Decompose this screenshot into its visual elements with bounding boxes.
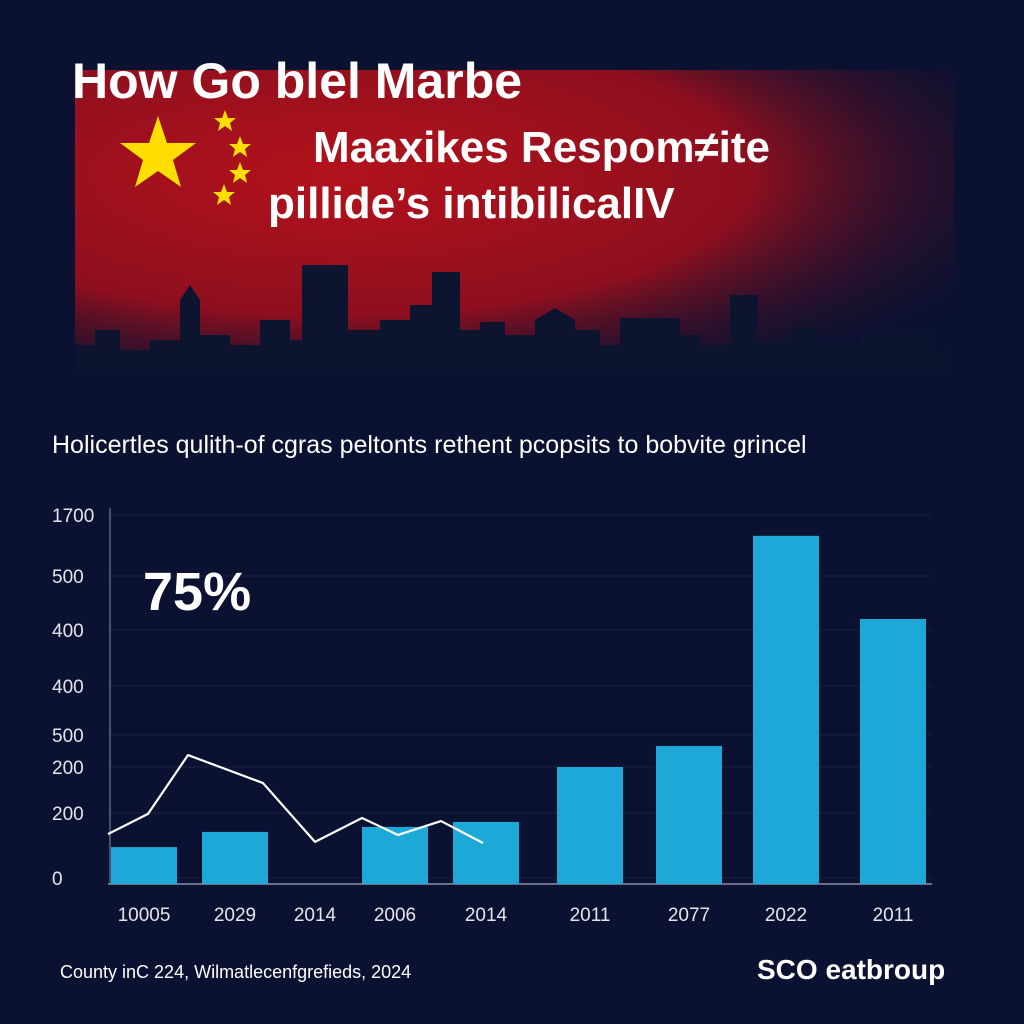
bar [453,821,519,884]
x-tick-label: 2011 [873,905,914,926]
title-line: Maaxikes Respom≠ite [313,123,770,172]
bar [557,767,623,884]
bar [111,847,177,884]
y-axis-label: 500 [52,567,84,588]
y-axis-label: 1700 [52,506,94,527]
subtitle: Holicertles qulith-of cgras peltonts ret… [52,431,807,459]
title-line: How Go blel Marbe [72,53,522,109]
y-axis-label: 500 [52,726,84,747]
source-note: County inC 224, Wilmatlecenfgrefieds, 20… [60,962,411,982]
y-axis-label: 400 [52,621,84,642]
x-tick-label: 2077 [668,905,710,926]
line [107,753,484,844]
title-line: pillide’s intibilicalIV [268,179,675,228]
x-tick-label: 2014 [465,905,508,926]
bar [753,535,819,884]
skyline [75,265,950,372]
bar [860,618,926,884]
logo: SCO eatbroup [757,954,945,985]
bar [202,831,268,884]
bar [362,826,428,884]
x-tick-label: 10005 [118,905,171,926]
x-tick-label: 2006 [374,905,416,926]
bar [656,745,722,884]
annotation: 75% [143,562,251,622]
y-axis-label: 400 [52,677,84,698]
y-axis-label: 200 [52,758,84,779]
x-tick-label: 2022 [765,905,807,926]
flag-stars [120,110,251,205]
y-axis-label: 0 [52,869,63,890]
x-tick-label: 2029 [214,905,256,926]
x-tick-label: 2011 [570,905,611,926]
x-tick-label: 2014 [294,905,337,926]
y-axis-label: 200 [52,804,84,825]
